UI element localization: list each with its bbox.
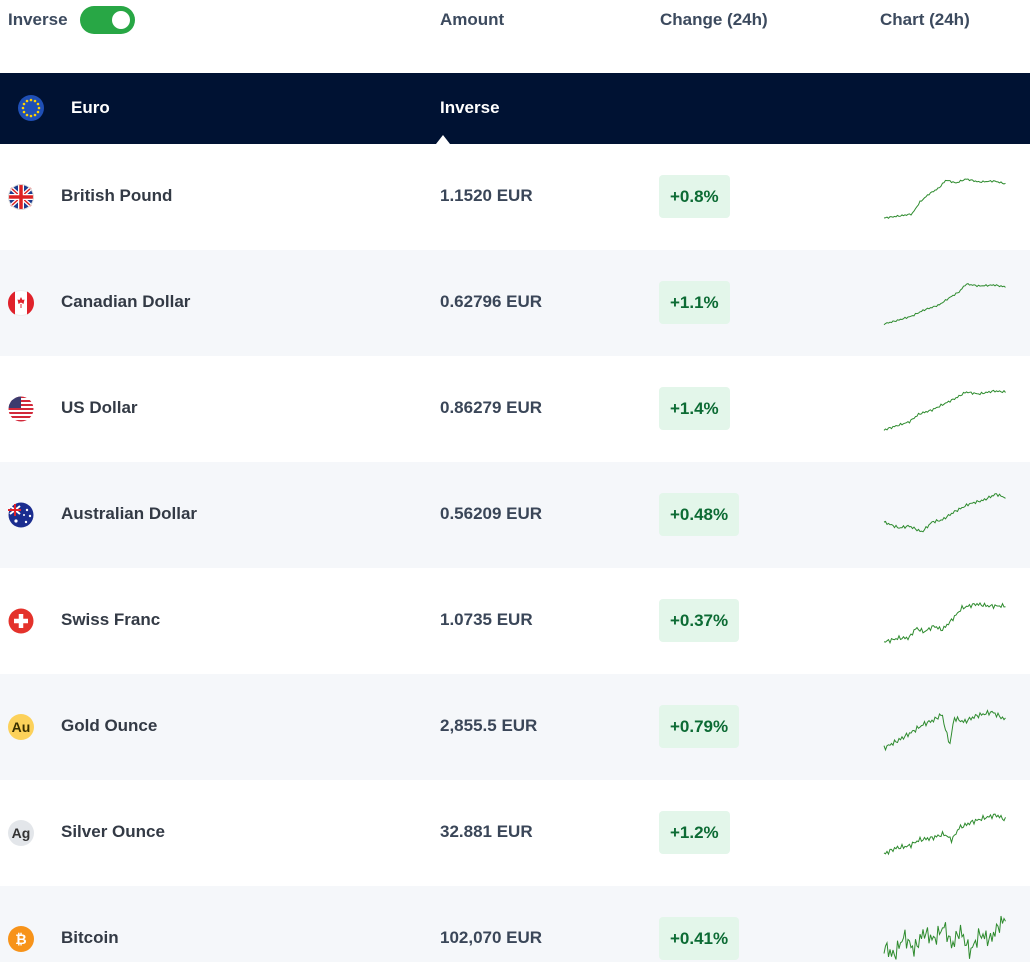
currency-name: Australian Dollar (61, 504, 198, 523)
base-currency-bar: Euro Inverse (0, 73, 1030, 144)
toggle-label: Inverse (8, 10, 68, 29)
flag-icon (8, 608, 34, 634)
sparkline (883, 493, 1006, 533)
change-badge: +1.4% (659, 387, 730, 430)
sparkline (883, 813, 1006, 856)
amount: 0.56209 EUR (440, 504, 543, 523)
sparkline (883, 602, 1006, 645)
amount: 0.86279 EUR (440, 398, 543, 417)
column-header[interactable]: Change (24h) (660, 10, 768, 29)
caret (436, 135, 450, 144)
currency-row[interactable]: Canadian Dollar 0.62796 EUR +1.1% (0, 250, 1030, 356)
change-badge: +0.48% (659, 493, 740, 536)
amount: 1.0735 EUR (440, 610, 533, 629)
change-badge: +1.1% (659, 281, 730, 324)
eu-flag (18, 95, 44, 121)
sparkline (883, 283, 1006, 326)
currency-name: Swiss Franc (61, 610, 161, 629)
currency-row[interactable]: Australian Dollar 0.56209 EUR +0.48% (0, 462, 1030, 568)
amount: 2,855.5 EUR (440, 716, 538, 735)
change-badge: +1.2% (659, 811, 730, 854)
sparkline (883, 389, 1006, 431)
change-badge: +0.79% (659, 705, 740, 748)
currency-icon: Ag (8, 820, 34, 846)
flag-icon (8, 396, 34, 422)
base-column-label[interactable]: Inverse (440, 98, 500, 117)
change-badge: +0.37% (659, 599, 740, 642)
change-badge: +0.8% (659, 175, 730, 218)
currency-row[interactable]: US Dollar 0.86279 EUR +1.4% (0, 356, 1030, 462)
base-currency-name: Euro (71, 98, 110, 117)
currency-icon: ₿ (8, 926, 34, 952)
sparkline (883, 915, 1006, 960)
currency-row[interactable]: Au Gold Ounce 2,855.5 EUR +0.79% (0, 674, 1030, 780)
currency-row[interactable]: British Pound 1.1520 EUR +0.8% (0, 144, 1030, 250)
currency-name: Silver Ounce (61, 822, 165, 841)
flag-icon (8, 290, 34, 316)
amount: 0.62796 EUR (440, 292, 543, 311)
currency-row[interactable]: ₿ Bitcoin 102,070 EUR +0.41% (0, 886, 1030, 962)
amount: 102,070 EUR (440, 928, 543, 947)
currency-row[interactable]: Swiss Franc 1.0735 EUR +0.37% (0, 568, 1030, 674)
flag-icon (8, 502, 34, 528)
flag-icon (8, 184, 34, 210)
currency-name: British Pound (61, 186, 173, 205)
sparkline (883, 178, 1006, 219)
currency-name: Canadian Dollar (61, 292, 191, 311)
amount: 32.881 EUR (440, 822, 533, 841)
currency-icon: Au (8, 714, 34, 740)
inverse-toggle[interactable] (80, 6, 135, 34)
column-header[interactable]: Chart (24h) (880, 10, 970, 29)
currency-name: Gold Ounce (61, 716, 158, 735)
currency-name: US Dollar (61, 398, 138, 417)
currency-name: Bitcoin (61, 928, 119, 947)
change-badge: +0.41% (659, 917, 740, 960)
currency-row[interactable]: Ag Silver Ounce 32.881 EUR +1.2% (0, 780, 1030, 886)
sparkline (883, 709, 1006, 752)
column-header[interactable]: Amount (440, 10, 505, 29)
amount: 1.1520 EUR (440, 186, 533, 205)
table-header: Inverse Amount Change (24h) Chart (24h) (0, 0, 1030, 73)
